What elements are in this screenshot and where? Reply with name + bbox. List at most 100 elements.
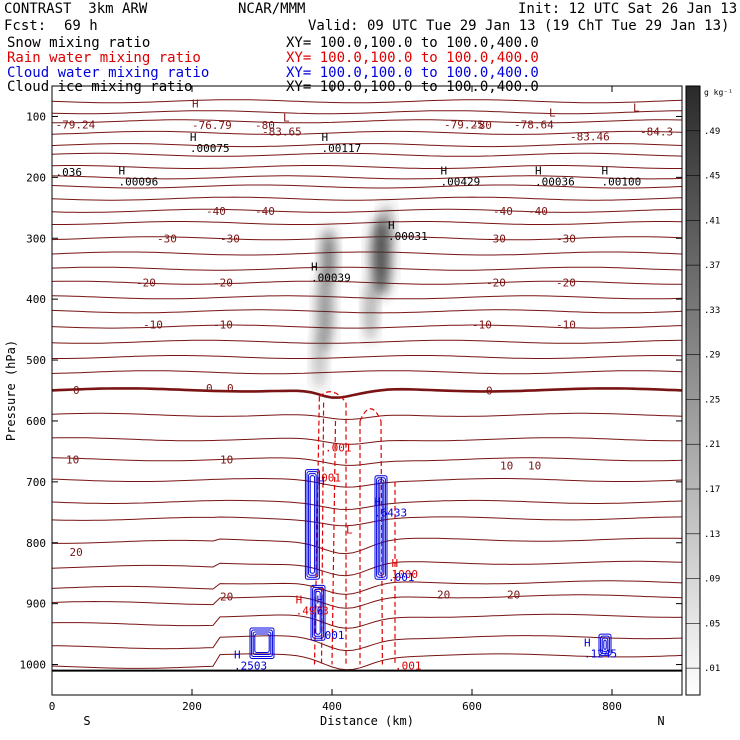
extremum-value: .00429	[441, 175, 481, 188]
temperature-label: 20	[220, 590, 233, 603]
temperature-label: 0	[486, 385, 493, 398]
extremum-mark: H	[119, 164, 126, 177]
temperature-label: -30	[556, 232, 576, 245]
temperature-label: 10	[66, 453, 79, 466]
temperature-contour	[51, 653, 683, 671]
colorbar-tick-label: .13	[704, 530, 720, 540]
extremum-mark: H	[392, 557, 399, 570]
extremum-value: .00096	[119, 175, 159, 188]
cloud-water-contour	[313, 588, 323, 637]
colorbar-tick-label: .21	[704, 440, 720, 450]
temperature-contour	[51, 266, 683, 271]
colorbar-tick-label: .25	[704, 395, 720, 405]
extremum-value: .00036	[535, 175, 575, 188]
x-tick-label: 200	[182, 700, 202, 713]
rain-water-contours	[313, 391, 396, 665]
extremum-mark: H	[190, 131, 197, 144]
temperature-contour	[52, 221, 683, 225]
y-tick-label: 900	[26, 598, 46, 611]
colorbar-tick-label: .33	[704, 306, 720, 316]
extremum-value: .001	[315, 471, 342, 484]
colorbar-tick-label: .37	[704, 261, 720, 271]
extremum-mark: H	[311, 261, 318, 274]
temperature-contour	[52, 635, 683, 652]
colorbar-tick-label: .09	[704, 575, 720, 585]
model-title: CONTRAST 3km ARW	[4, 1, 148, 17]
extremum-value: .00039	[311, 272, 351, 285]
north-label: N	[657, 714, 664, 728]
cloud-water-contour	[312, 586, 324, 639]
contour-labels: -79.24 -76.79 -83.65 -79.25 -78.64 -83.46 -84.…	[56, 97, 674, 672]
y-tick-label: 600	[26, 415, 46, 428]
cloud-water-contour	[308, 473, 317, 576]
cloud-water-contour	[377, 479, 385, 576]
cloud-water-contour	[310, 584, 326, 641]
rain-contour	[331, 420, 337, 665]
temperature-label: -84.3	[640, 126, 673, 139]
forecast-hours: 69 h	[64, 18, 98, 34]
init-time: Init: 12 UTC Sat 26 Jan 13	[518, 1, 738, 17]
cloud-water-contours	[249, 469, 612, 659]
extremum-value: .1245	[584, 647, 617, 660]
cloud-water-contour	[315, 590, 321, 635]
extremum-mark: L	[549, 106, 556, 119]
y-tick-label: 400	[26, 293, 46, 306]
temperature-label: -83.65	[262, 126, 302, 139]
colorbar-tick-label: .05	[704, 619, 720, 629]
extremum-mark: H	[296, 594, 303, 607]
extremum-value: .001	[395, 659, 422, 672]
x-tick-label: 0	[49, 700, 56, 713]
field-xy-rain: XY= 100.0,100.0 to 100.0,400.0	[286, 50, 539, 66]
temperature-label: -80	[255, 119, 275, 132]
colorbar-tick-label: .45	[704, 172, 720, 182]
extremum-mark: L	[283, 111, 290, 124]
temperature-contour	[51, 560, 683, 577]
extremum-mark: H	[374, 496, 381, 509]
temperature-label: -10	[472, 319, 492, 332]
temperature-label: -40	[255, 205, 275, 218]
extremum-mark: H	[388, 219, 395, 232]
temperature-contour	[51, 196, 683, 201]
colorbar-tick-label: .41	[704, 216, 720, 226]
cloud-water-contour	[251, 629, 273, 657]
extremum-mark: L	[633, 102, 640, 115]
temperature-contour	[51, 208, 682, 213]
temperature-contour	[51, 516, 683, 527]
extremum-value: .001	[325, 441, 352, 454]
cloud-water-contour	[306, 471, 319, 578]
temperature-label: -30	[486, 232, 506, 245]
extremum-mark: L	[346, 524, 353, 537]
temperature-contour	[51, 184, 683, 189]
temperature-contour	[51, 165, 682, 169]
field-name-cloud-water: Cloud water mixing ratio	[7, 65, 210, 81]
temperature-label: -20	[136, 277, 156, 290]
extremum-mark: H	[192, 97, 199, 110]
extremum-mark: H	[535, 164, 542, 177]
temperature-label: -40	[528, 205, 548, 218]
extremum-value: 6	[317, 605, 324, 618]
cloud-water-contour	[598, 633, 612, 656]
cloud-water-contour	[600, 635, 610, 654]
temperature-label: -10	[213, 319, 233, 332]
temperature-label: 10	[220, 453, 233, 466]
temperature-label: -80	[472, 119, 492, 132]
cloud-water-contour	[309, 475, 316, 574]
x-tick-label: 800	[602, 700, 622, 713]
extremum-mark: H	[322, 131, 329, 144]
cloud-water-contour	[601, 637, 609, 652]
temperature-contour	[51, 251, 683, 256]
temperature-label: -79.24	[56, 118, 96, 131]
temperature-label: 0	[227, 382, 234, 395]
cloud-water-contour	[376, 477, 386, 578]
cloud-water-contour	[249, 627, 275, 659]
temperature-label: -76.79	[192, 119, 232, 132]
colorbar: .49 .45 .41 .37 .33 .29 .25 .21 .17 .13 .09 .05 .01 g…	[685, 85, 733, 696]
temperature-contours	[51, 99, 683, 671]
colorbar-tick-label: .49	[704, 127, 720, 137]
temperature-contour	[51, 370, 683, 375]
extremum-value: .001	[388, 571, 415, 584]
colorbar-tick-label: .01	[704, 664, 720, 674]
field-xy-snow: XY= 100.0,100.0 to 100.0,400.0	[286, 35, 539, 51]
temperature-contour	[51, 437, 682, 445]
temperature-label: 20	[70, 546, 83, 559]
